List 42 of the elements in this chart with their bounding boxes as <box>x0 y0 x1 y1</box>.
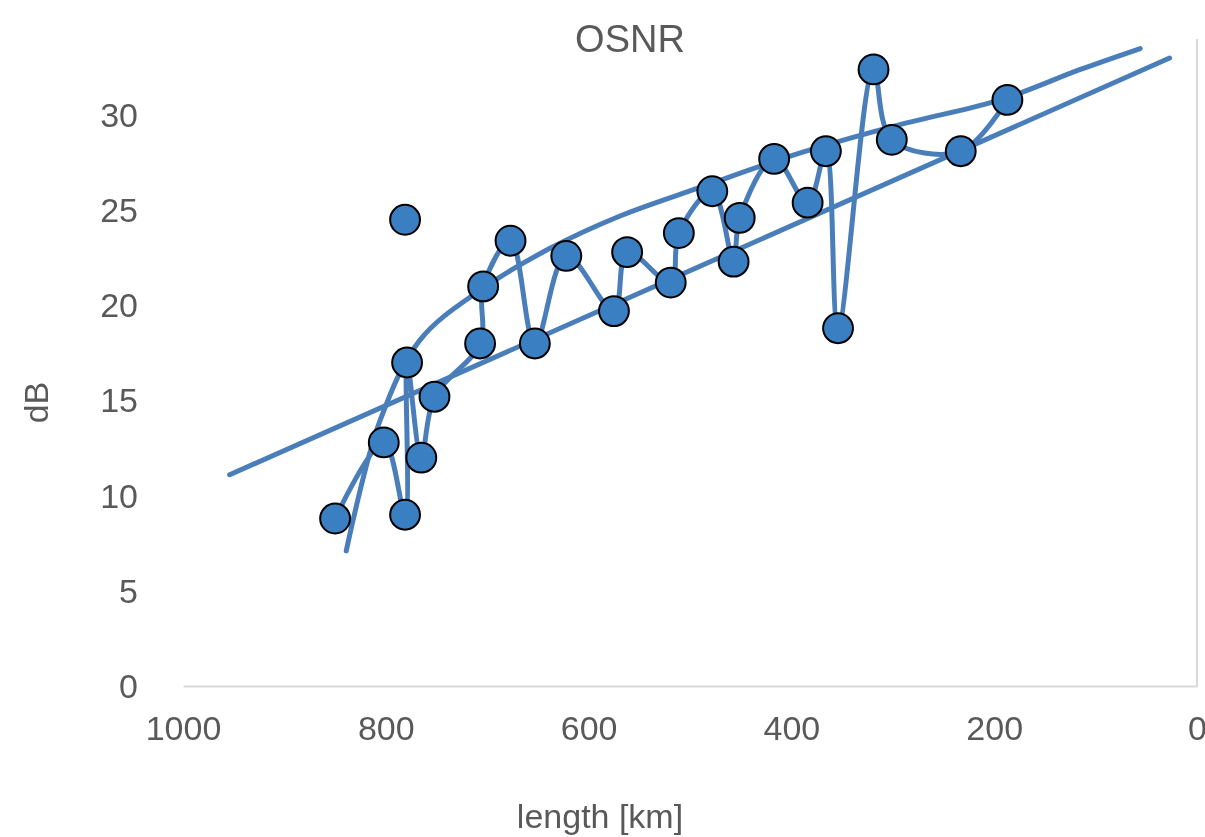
point <box>822 312 854 345</box>
y-axis-title: dB <box>17 381 55 424</box>
point <box>319 502 352 535</box>
point <box>723 201 756 234</box>
point <box>717 245 750 278</box>
x-tick-label: 600 <box>560 709 618 748</box>
point <box>467 270 500 303</box>
point <box>550 240 583 272</box>
point <box>654 266 687 299</box>
point <box>758 142 791 175</box>
y-tick-label: 20 <box>100 286 138 325</box>
x-tick-label: 400 <box>763 709 821 748</box>
y-tick-label: 0 <box>119 666 138 705</box>
point <box>944 135 977 168</box>
point <box>662 217 695 249</box>
y-tick-label: 15 <box>100 381 138 420</box>
y-tick-label: 30 <box>100 96 138 135</box>
point <box>598 295 630 328</box>
point <box>518 327 551 360</box>
point <box>494 224 527 257</box>
point <box>405 441 438 474</box>
point <box>791 186 824 219</box>
x-tick-label: 1000 <box>145 709 222 748</box>
y-tick-label: 25 <box>100 191 138 230</box>
x-tick-label: 800 <box>357 709 415 748</box>
y-tick-label: 10 <box>100 476 138 515</box>
point <box>391 346 424 379</box>
point <box>464 327 497 360</box>
x-axis-title: length [km] <box>516 797 684 835</box>
y-tick-label: 5 <box>119 571 138 610</box>
point <box>418 380 451 413</box>
point <box>857 53 890 86</box>
point <box>875 123 908 156</box>
point <box>696 175 729 208</box>
x-tick-label: 200 <box>966 709 1024 748</box>
point <box>809 135 842 168</box>
point <box>367 426 400 459</box>
point <box>389 498 421 531</box>
point <box>389 203 421 236</box>
point <box>611 236 644 269</box>
point <box>991 84 1024 116</box>
chart-title: OSNR <box>575 18 685 60</box>
